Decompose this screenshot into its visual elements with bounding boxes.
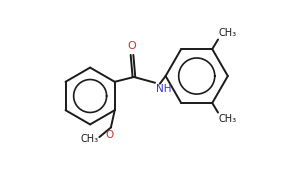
Text: CH₃: CH₃ xyxy=(219,114,237,124)
Text: NH: NH xyxy=(156,84,171,94)
Text: O: O xyxy=(128,41,136,51)
Text: CH₃: CH₃ xyxy=(80,134,98,144)
Text: CH₃: CH₃ xyxy=(219,28,237,38)
Text: O: O xyxy=(106,130,114,140)
